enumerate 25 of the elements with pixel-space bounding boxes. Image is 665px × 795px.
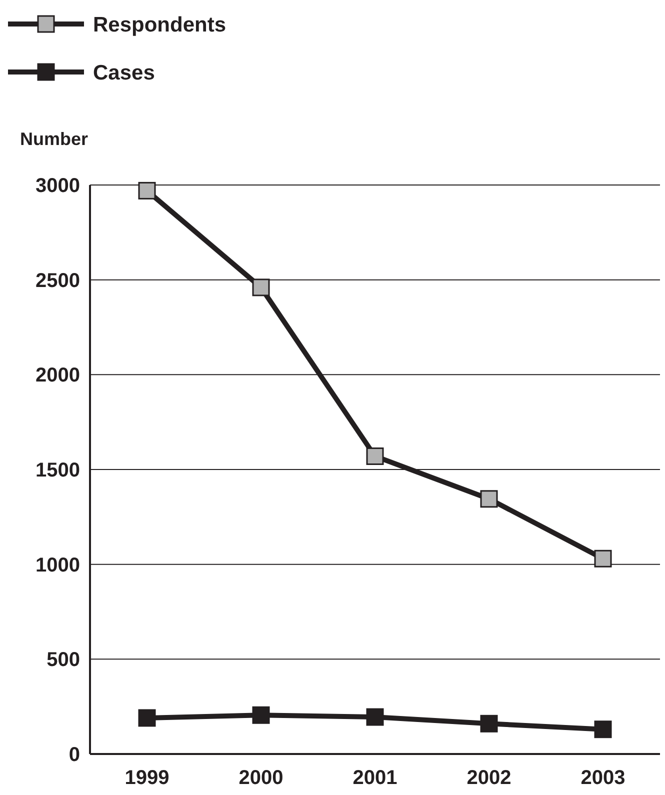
point bbox=[594, 720, 612, 738]
point bbox=[594, 550, 612, 568]
y-tick-label: 1500 bbox=[36, 460, 80, 482]
x-tick-label: 2001 bbox=[352, 767, 398, 789]
point bbox=[480, 490, 498, 508]
point bbox=[366, 447, 384, 465]
x-tick-label: 1999 bbox=[124, 767, 170, 789]
point bbox=[480, 714, 498, 732]
legend-label: Respondents bbox=[93, 13, 226, 36]
point bbox=[138, 709, 156, 727]
point bbox=[138, 182, 156, 200]
y-tick-label: 2500 bbox=[36, 270, 80, 292]
x-tick-label: 2002 bbox=[466, 767, 512, 789]
point bbox=[252, 706, 270, 724]
y-tick-label: 2000 bbox=[36, 364, 80, 387]
y-tick-label: 500 bbox=[46, 649, 80, 672]
point bbox=[366, 708, 384, 726]
point bbox=[252, 278, 270, 296]
y-tick-label: 1000 bbox=[36, 554, 80, 576]
x-tick-label: 2003 bbox=[580, 767, 626, 789]
y-axis-title: Number bbox=[20, 129, 88, 149]
x-tick-label: 2000 bbox=[238, 767, 284, 789]
y-tick-label: 3000 bbox=[36, 175, 80, 197]
y-tick-label: 0 bbox=[68, 744, 80, 766]
legend-label: Cases bbox=[93, 61, 155, 84]
